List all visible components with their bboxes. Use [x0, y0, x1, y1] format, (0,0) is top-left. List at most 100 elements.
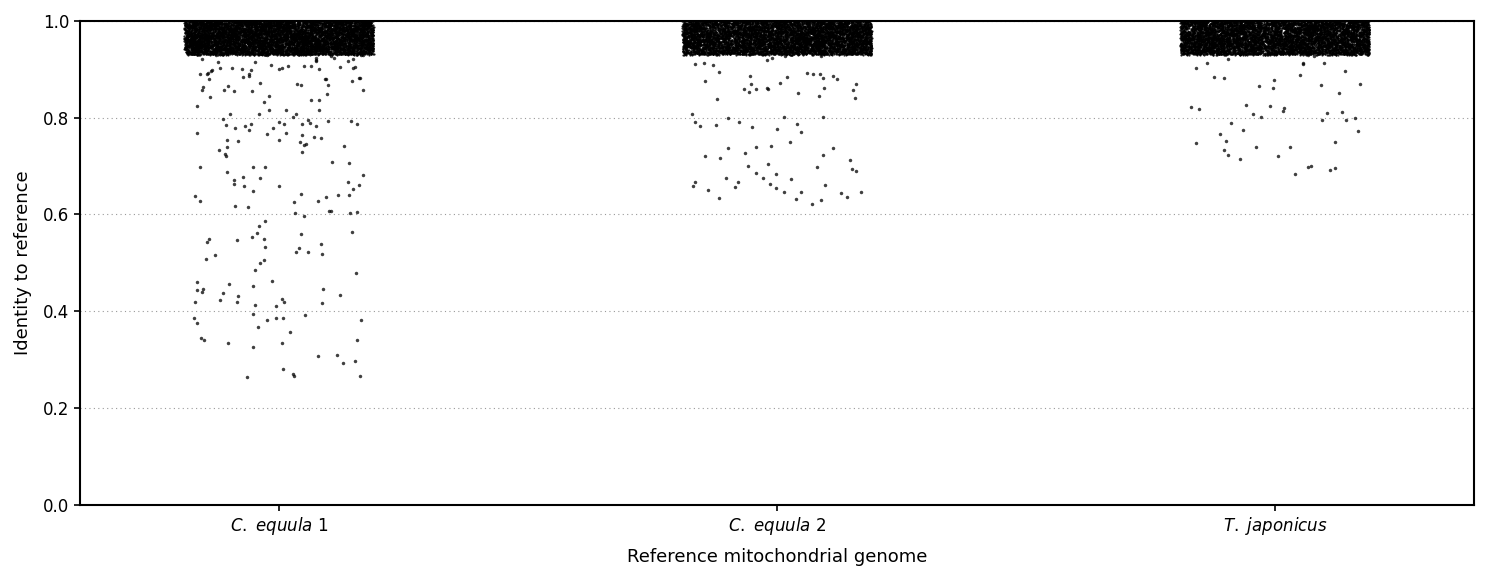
Point [772, 47, 796, 56]
Point [259, 37, 283, 46]
Point [244, 38, 268, 48]
Point [354, 35, 378, 45]
Point [1189, 50, 1213, 59]
Point [341, 39, 365, 48]
Point [223, 34, 247, 44]
Point [1336, 37, 1360, 46]
Point [299, 26, 323, 35]
Point [1263, 20, 1287, 30]
Point [743, 24, 766, 34]
Point [1223, 18, 1247, 27]
Point [789, 28, 812, 38]
Point [213, 28, 237, 38]
Point [824, 48, 848, 57]
Point [265, 35, 289, 45]
Point [1247, 81, 1271, 90]
Point [714, 39, 738, 48]
Point [839, 21, 863, 30]
Point [841, 37, 865, 46]
Point [265, 44, 289, 53]
Point [1180, 25, 1204, 34]
Point [1356, 32, 1379, 41]
Point [699, 28, 723, 38]
Point [1286, 33, 1309, 42]
Point [786, 44, 809, 53]
Point [180, 17, 204, 26]
Point [1263, 25, 1287, 34]
Point [751, 22, 775, 31]
Point [1292, 39, 1315, 49]
Point [808, 38, 832, 48]
Point [856, 30, 879, 39]
Point [320, 42, 344, 51]
Point [196, 19, 220, 28]
Point [356, 44, 379, 53]
Point [177, 35, 201, 44]
Point [808, 40, 832, 49]
Point [1173, 43, 1196, 52]
Point [241, 19, 265, 28]
Point [257, 23, 281, 32]
Point [1295, 38, 1318, 48]
Point [756, 27, 780, 36]
Point [186, 49, 210, 59]
Point [780, 26, 804, 35]
Point [1353, 26, 1376, 35]
Point [798, 27, 821, 36]
Point [207, 24, 231, 33]
Point [263, 38, 287, 48]
Point [219, 49, 243, 58]
Point [1345, 36, 1369, 45]
Point [716, 44, 740, 53]
Point [211, 38, 235, 48]
Point [1317, 33, 1341, 42]
Point [1299, 50, 1323, 59]
Point [1211, 25, 1235, 34]
Point [1287, 27, 1311, 36]
Point [1173, 48, 1196, 57]
Point [830, 32, 854, 42]
Point [1268, 41, 1292, 50]
Point [692, 58, 716, 67]
Point [1195, 20, 1219, 30]
Point [769, 26, 793, 35]
Point [296, 47, 320, 56]
Point [787, 38, 811, 48]
Point [769, 31, 793, 40]
Point [1348, 23, 1372, 32]
Point [716, 34, 740, 44]
Point [708, 47, 732, 56]
Point [216, 35, 240, 45]
Point [1244, 38, 1268, 48]
Point [253, 27, 277, 36]
Point [1208, 37, 1232, 46]
Point [731, 39, 754, 49]
Point [195, 26, 219, 35]
Point [844, 38, 868, 47]
Point [281, 50, 305, 59]
Point [1335, 20, 1359, 30]
Point [269, 27, 293, 37]
Point [1173, 48, 1196, 57]
Point [208, 33, 232, 42]
Point [1263, 43, 1287, 52]
Point [1274, 38, 1298, 48]
Point [1237, 30, 1260, 39]
Point [1180, 31, 1204, 41]
Point [737, 43, 760, 52]
Point [838, 48, 862, 57]
Point [1237, 38, 1260, 48]
Point [766, 28, 790, 37]
Point [836, 46, 860, 55]
Point [1327, 42, 1351, 51]
Point [804, 23, 827, 32]
Point [1214, 42, 1238, 51]
Point [274, 29, 298, 38]
Point [186, 49, 210, 58]
Point [214, 26, 238, 35]
Point [1271, 46, 1295, 55]
Point [1256, 32, 1280, 41]
Point [238, 31, 262, 41]
Point [271, 39, 295, 49]
Point [1329, 30, 1353, 39]
